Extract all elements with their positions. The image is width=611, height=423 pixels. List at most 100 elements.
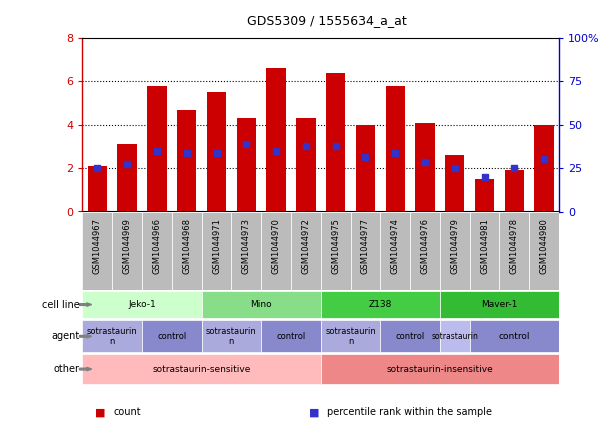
Text: GSM1044973: GSM1044973 — [242, 218, 251, 274]
Text: GSM1044974: GSM1044974 — [391, 218, 400, 274]
Text: control: control — [157, 332, 186, 341]
Bar — [505, 170, 524, 212]
Bar — [207, 92, 226, 212]
Bar — [440, 320, 470, 352]
Text: GSM1044980: GSM1044980 — [540, 218, 549, 274]
Bar — [326, 73, 345, 212]
Bar — [321, 212, 351, 290]
Bar — [410, 212, 440, 290]
Bar — [440, 212, 470, 290]
Text: sotrastaurin
n: sotrastaurin n — [325, 327, 376, 346]
Text: GSM1044979: GSM1044979 — [450, 218, 459, 274]
Bar — [88, 166, 107, 212]
Bar — [529, 212, 559, 290]
Text: cell line: cell line — [42, 299, 79, 310]
Point — [152, 148, 162, 154]
Point — [510, 165, 519, 172]
Bar — [440, 291, 559, 319]
Bar — [202, 212, 232, 290]
Bar — [356, 125, 375, 212]
Text: ■: ■ — [95, 407, 105, 418]
Point — [182, 150, 192, 157]
Text: GSM1044966: GSM1044966 — [153, 218, 161, 274]
Text: GSM1044970: GSM1044970 — [272, 218, 280, 274]
Text: GSM1044976: GSM1044976 — [420, 218, 430, 274]
Bar — [82, 291, 202, 319]
Point — [420, 158, 430, 165]
Bar — [351, 212, 380, 290]
Text: ■: ■ — [309, 407, 319, 418]
Text: sotrastaurin: sotrastaurin — [431, 332, 478, 341]
Point — [271, 148, 281, 154]
Bar — [380, 212, 410, 290]
Point — [301, 143, 311, 150]
Bar — [177, 110, 196, 212]
Point — [390, 150, 400, 157]
Text: Z138: Z138 — [368, 300, 392, 309]
Bar — [296, 118, 315, 212]
Text: count: count — [113, 407, 141, 418]
Text: GSM1044968: GSM1044968 — [182, 218, 191, 274]
Bar — [321, 291, 440, 319]
Bar — [142, 320, 202, 352]
Bar — [202, 320, 262, 352]
Point — [331, 143, 340, 150]
Text: Maver-1: Maver-1 — [481, 300, 518, 309]
Point — [540, 156, 549, 163]
Text: GSM1044969: GSM1044969 — [123, 218, 131, 274]
Bar — [82, 212, 112, 290]
Text: control: control — [276, 332, 306, 341]
Bar — [535, 125, 554, 212]
Bar — [172, 212, 202, 290]
Text: sotrastaurin
n: sotrastaurin n — [87, 327, 137, 346]
Bar — [500, 212, 529, 290]
Text: Mino: Mino — [251, 300, 272, 309]
Point — [360, 154, 370, 161]
Text: sotrastaurin-sensitive: sotrastaurin-sensitive — [152, 365, 251, 374]
Point — [122, 160, 132, 167]
Bar — [445, 155, 464, 212]
Bar — [82, 354, 321, 384]
Text: control: control — [395, 332, 425, 341]
Point — [480, 173, 489, 180]
Text: sotrastaurin-insensitive: sotrastaurin-insensitive — [387, 365, 493, 374]
Text: sotrastaurin
n: sotrastaurin n — [206, 327, 257, 346]
Bar — [142, 212, 172, 290]
Bar — [232, 212, 262, 290]
Bar — [386, 86, 405, 212]
Text: GSM1044971: GSM1044971 — [212, 218, 221, 274]
Point — [92, 165, 102, 172]
Bar — [202, 291, 321, 319]
Text: GSM1044981: GSM1044981 — [480, 218, 489, 274]
Bar — [236, 118, 256, 212]
Bar — [266, 69, 286, 212]
Text: percentile rank within the sample: percentile rank within the sample — [327, 407, 492, 418]
Text: GSM1044978: GSM1044978 — [510, 218, 519, 274]
Point — [450, 165, 459, 172]
Text: GSM1044977: GSM1044977 — [361, 218, 370, 274]
Point — [211, 150, 221, 157]
Bar — [117, 144, 137, 212]
Bar — [147, 86, 167, 212]
Bar — [291, 212, 321, 290]
Bar — [82, 320, 142, 352]
Point — [241, 141, 251, 148]
Bar — [470, 320, 559, 352]
Text: GDS5309 / 1555634_a_at: GDS5309 / 1555634_a_at — [247, 14, 407, 27]
Bar — [262, 212, 291, 290]
Text: other: other — [53, 364, 79, 374]
Bar — [262, 320, 321, 352]
Bar — [380, 320, 440, 352]
Text: GSM1044972: GSM1044972 — [301, 218, 310, 274]
Bar — [470, 212, 500, 290]
Text: agent: agent — [51, 331, 79, 341]
Text: GSM1044967: GSM1044967 — [93, 218, 102, 274]
Text: Jeko-1: Jeko-1 — [128, 300, 156, 309]
Text: control: control — [499, 332, 530, 341]
Text: GSM1044975: GSM1044975 — [331, 218, 340, 274]
Bar — [112, 212, 142, 290]
Bar — [415, 123, 434, 212]
Bar — [475, 179, 494, 212]
Bar — [321, 320, 380, 352]
Bar — [321, 354, 559, 384]
